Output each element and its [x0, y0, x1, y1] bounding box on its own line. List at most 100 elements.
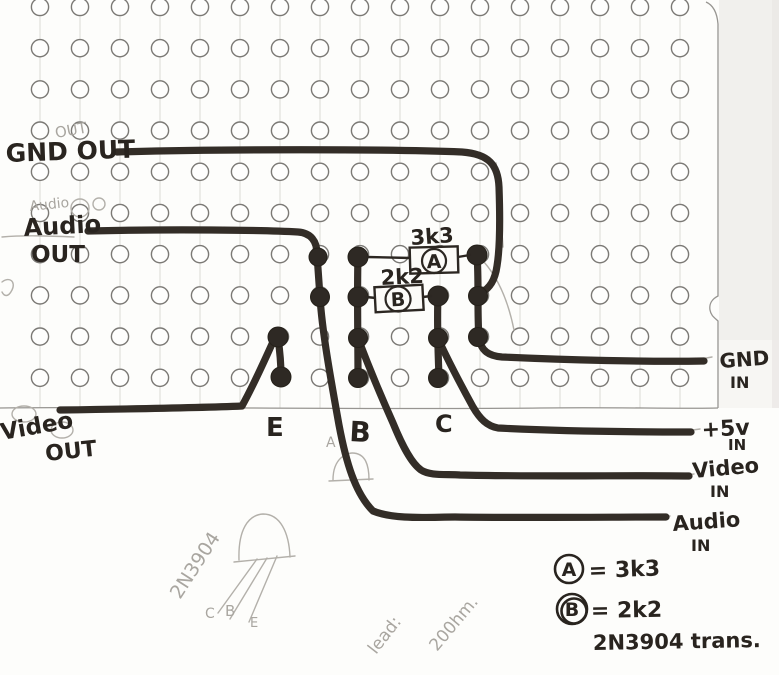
perfboard-hole: [150, 368, 170, 388]
solder-junction: [267, 326, 289, 348]
perfboard-hole: [110, 244, 130, 264]
perfboard-hole: [390, 162, 410, 182]
outside-board-region: [719, 0, 779, 340]
perfboard-hole: [150, 121, 170, 140]
perfboard-hole: [190, 0, 210, 17]
perfboard-hole: [430, 162, 450, 182]
perfboard-hole: [70, 121, 90, 140]
perfboard-hole: [350, 121, 370, 140]
perfboard-hole: [190, 286, 210, 305]
perfboard-grid: [30, 0, 690, 408]
perfboard-hole: [110, 286, 130, 305]
perfboard-hole: [390, 121, 410, 140]
perfboard-hole: [270, 38, 290, 58]
resistor-b-circle: [384, 285, 412, 313]
perfboard-hole: [470, 121, 490, 140]
perfboard-hole: [190, 162, 210, 182]
perfboard-hole: [190, 203, 210, 223]
solder-junction: [428, 368, 448, 388]
resistor-a-designator: A: [426, 251, 442, 273]
perfboard-hole: [350, 203, 370, 223]
note-a-circle: [553, 553, 585, 585]
perfboard-hole: [470, 0, 490, 17]
perfboard-hole: [470, 368, 490, 388]
five-v-in-label-1: +5v: [701, 415, 751, 443]
audio-out-label-1: Audio: [23, 210, 102, 242]
perfboard-hole: [150, 327, 170, 346]
perfboard-hole: [630, 203, 650, 223]
perfboard-hole: [270, 0, 290, 17]
pencil-pin-a-label: A: [326, 435, 336, 451]
video-out-label-2: OUT: [44, 437, 98, 467]
perfboard-hole: [390, 327, 410, 346]
perfboard-hole: [510, 0, 530, 17]
perfboard-hole: [670, 203, 690, 223]
scan-shadow: [772, 0, 779, 408]
perfboard-hole: [390, 244, 410, 264]
perfboard-hole: [470, 203, 490, 223]
transistor-sketch-leg-b: [229, 557, 268, 620]
perfboard-hole: [390, 0, 410, 17]
perfboard-hole: [670, 38, 690, 58]
perfboard-hole: [190, 244, 210, 264]
perfboard-hole: [630, 327, 650, 346]
perfboard-hole: [110, 0, 130, 17]
pin-b-label: B: [349, 415, 372, 449]
video-in-label-1: Video: [691, 453, 760, 483]
perfboard-hole: [590, 203, 610, 223]
perfboard-hole: [190, 327, 210, 346]
perfboard-hole: [230, 80, 250, 99]
pencil-margin-squiggle: [1, 278, 14, 297]
note-b-text: = 2k2: [591, 598, 663, 624]
solder-junction: [310, 287, 330, 307]
resistor-a-value: 3k3: [410, 223, 455, 250]
pencil-curve-a: [483, 261, 515, 331]
perfboard-hole: [590, 38, 610, 58]
perfboard-hole: [470, 162, 490, 182]
perfboard-hole: [150, 80, 170, 99]
perfboard-hole: [510, 327, 530, 346]
note-b-circle-inner: [560, 597, 588, 625]
resistor-b-right-lead: [421, 294, 433, 299]
perfboard-hole: [70, 38, 90, 58]
resistor-a-circle: [420, 247, 448, 275]
video-in-wire: [355, 337, 693, 480]
perfboard-hole: [670, 121, 690, 140]
perfboard-hole: [70, 368, 90, 388]
pencil-t-pin-b: B: [225, 602, 235, 620]
perfboard-hole: [350, 80, 370, 99]
perfboard-hole: [190, 80, 210, 99]
transistor-dome-small: [332, 452, 370, 481]
perfboard-hole: [310, 80, 330, 99]
perfboard-hole: [70, 244, 90, 264]
pin-c-label: C: [435, 410, 453, 438]
perfboard-hole: [110, 121, 130, 140]
perfboard-hole: [670, 244, 690, 264]
perfboard-hole: [510, 203, 530, 223]
perfboard-hole: [150, 38, 170, 58]
perfboard-hole: [270, 244, 290, 264]
perfboard-hole: [230, 203, 250, 223]
perfboard-hole: [390, 80, 410, 99]
perfboard-hole: [110, 203, 130, 223]
perfboard-hole: [510, 38, 530, 58]
perfboard-hole: [510, 162, 530, 182]
resistor-b-value: 2k2: [380, 264, 424, 290]
perfboard-hole: [310, 0, 330, 17]
pencil-ring-1: [70, 198, 90, 218]
pencil-t-pin-e: E: [250, 616, 258, 631]
perfboard-hole: [510, 80, 530, 99]
transistor-sketch-base: [233, 555, 296, 563]
gnd-out-label: GND OUT: [5, 134, 135, 168]
video-in-label-2: IN: [710, 482, 729, 501]
audio-in-label-2: IN: [691, 536, 710, 555]
perfboard-hole: [270, 286, 290, 305]
perfboard-hole: [430, 121, 450, 140]
perfboard-hole: [430, 38, 450, 58]
perfboard-hole: [590, 368, 610, 388]
perfboard-hole: [390, 203, 410, 223]
perfboard-hole: [630, 0, 650, 17]
pencil-ghost-audio: Audio: [29, 195, 70, 215]
perfboard-hole: [230, 0, 250, 17]
perfboard-hole: [150, 244, 170, 264]
